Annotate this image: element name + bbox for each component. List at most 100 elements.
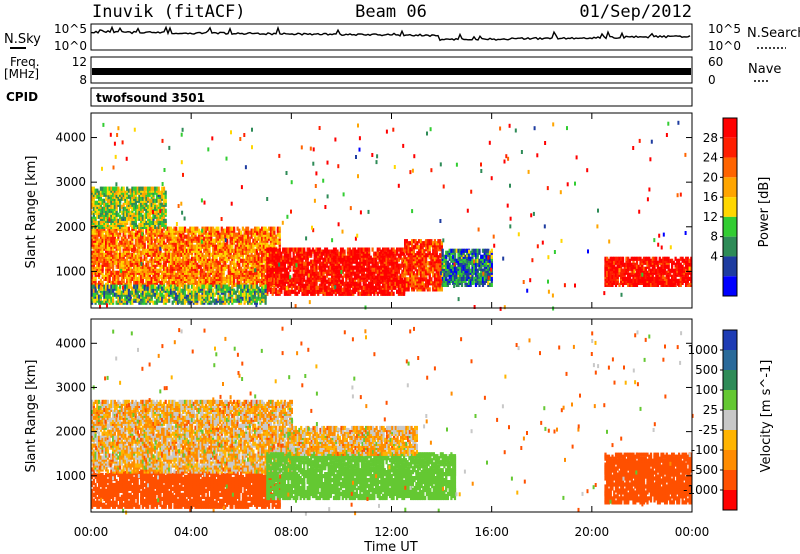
heatmap-cell [180,282,183,287]
heatmap-cell [94,266,97,271]
heatmap-cell [173,256,176,261]
heatmap-cell [155,268,159,273]
heatmap-cell [428,247,431,252]
nsearch-label: N.Search [747,26,800,41]
heatmap-cell [150,266,153,271]
heatmap-cell [178,266,181,271]
heatmap-cell [101,260,104,265]
heatmap-cell [157,248,160,253]
heatmap-cell [171,246,174,251]
heatmap-cell [303,247,306,252]
heatmap-cell [155,244,159,249]
heatmap-cell [161,264,164,269]
heatmap-cell [133,280,136,285]
heatmap-cell [176,270,180,275]
heatmap-cell [131,252,134,257]
heatmap-cell [171,252,174,257]
heatmap-cell [134,242,137,247]
heatmap-cell [91,250,94,255]
heatmap-cell [180,236,183,241]
heatmap-cell [145,248,148,253]
heatmap-cell [148,250,151,255]
heatmap-cell [91,270,94,275]
heatmap-cell [655,256,658,261]
heatmap-cell [138,276,141,281]
heatmap-cell [150,276,153,281]
heatmap-cell [140,236,143,241]
heatmap-cell [98,248,101,253]
heatmap-cell [183,254,187,259]
heatmap-cell [189,258,192,263]
heatmap-cell [166,280,169,285]
heatmap-cell [140,230,143,235]
heatmap-cell [180,258,183,263]
heatmap-cell [157,238,160,243]
heatmap-cell [278,240,281,245]
heatmap-cell [140,242,143,247]
heatmap-cell [175,260,178,265]
heatmap-cell [99,238,102,243]
heatmap-cell [106,260,109,265]
heatmap-cell [98,238,101,243]
heatmap-cell [178,242,181,247]
heatmap-cell [110,260,113,265]
power-heatmap [91,120,693,311]
heatmap-cell [185,228,188,233]
heatmap-cell [127,260,130,265]
heatmap-cell [98,252,101,257]
heatmap-cell [112,268,115,273]
heatmap-cell [126,238,129,243]
heatmap-cell [154,250,157,255]
heatmap-cell [103,274,106,279]
heatmap-cell [117,252,120,257]
heatmap-cell [162,232,166,237]
heatmap-cell [115,244,118,249]
heatmap-cell [169,232,173,237]
heatmap-cell [134,226,137,231]
heatmap-cell [147,244,150,249]
heatmap-cell [175,236,178,241]
heatmap-cell [171,258,174,263]
heatmap-cell [169,226,173,231]
heatmap-cell [101,252,104,257]
nsky-panel-frame [90,23,693,51]
heatmap-cell [189,236,192,241]
freq-tick-top: 12 [72,55,87,69]
heatmap-cell [150,244,153,249]
heatmap-cell [150,240,153,245]
heatmap-cell [117,232,120,237]
heatmap-cell [169,252,173,257]
freq-label: Freq. [10,55,40,69]
heatmap-cell [119,228,122,233]
heatmap-cell [157,268,160,273]
heatmap-cell [101,280,104,285]
heatmap-cell [112,280,115,285]
heatmap-cell [173,242,176,247]
heatmap-cell [162,264,166,269]
heatmap-cell [110,250,113,255]
heatmap-cell [159,274,162,279]
heatmap-cell [187,260,190,265]
heatmap-cell [145,266,148,271]
heatmap-cell [143,256,146,261]
heatmap-cell [175,242,178,247]
heatmap-cell [154,276,157,281]
heatmap-cell [96,256,99,261]
heatmap-cell [105,258,108,263]
heatmap-cell [105,240,108,245]
heatmap-cell [238,262,241,267]
heatmap-cell [168,226,171,231]
heatmap-cell [152,268,155,273]
heatmap-cell [185,234,188,239]
heatmap-cell [162,274,166,279]
heatmap-cell [134,270,137,275]
heatmap-cell [119,254,122,259]
cpid-panel-frame [90,87,693,107]
heatmap-cell [103,234,106,239]
heatmap-cell [233,226,236,231]
heatmap-cell [162,240,166,245]
heatmap-cell [113,270,116,275]
heatmap-cell [131,244,134,249]
nsearch-tick-bottom: 10^0 [708,39,741,53]
heatmap-cell [178,252,181,257]
